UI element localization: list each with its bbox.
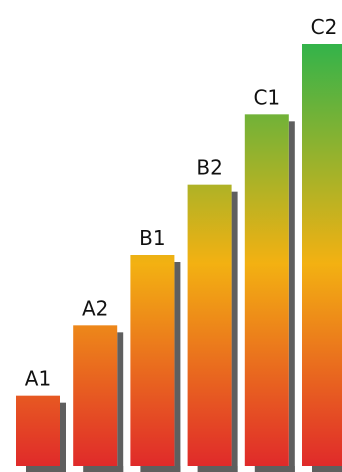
bar-label-c2: C2 (311, 15, 338, 39)
bar-a1 (16, 395, 60, 466)
bar-shadow-a2 (117, 332, 124, 472)
bar-shadow-base-a2 (83, 466, 124, 472)
bar-shadows (26, 121, 342, 472)
bar-shadow-base-b2 (197, 466, 238, 472)
bar-shadow-base-a1 (26, 466, 66, 472)
bar-shadow-base-b1 (140, 466, 181, 472)
bar-shadow-a1 (60, 402, 66, 472)
bar-shadow-base-c2 (312, 466, 342, 472)
bar-labels: A1 A2 B1 B2 C1 C2 (25, 15, 338, 391)
bar-shadow-c1 (288, 121, 295, 472)
bar-shadow-b2 (231, 191, 238, 472)
bar-c2 (302, 44, 342, 466)
bar-label-a2: A2 (82, 296, 108, 320)
bar-label-c1: C1 (253, 85, 280, 109)
bar-shadow-b1 (174, 262, 181, 472)
bar-label-a1: A1 (25, 367, 51, 391)
bar-label-b1: B1 (139, 226, 165, 250)
bar-label-b2: B2 (196, 156, 222, 180)
bar-c1 (244, 114, 289, 466)
bars (16, 44, 342, 466)
bar-shadow-base-c1 (254, 466, 295, 472)
bar-b2 (187, 184, 232, 466)
bar-b1 (130, 255, 175, 466)
bar-a2 (73, 325, 118, 466)
